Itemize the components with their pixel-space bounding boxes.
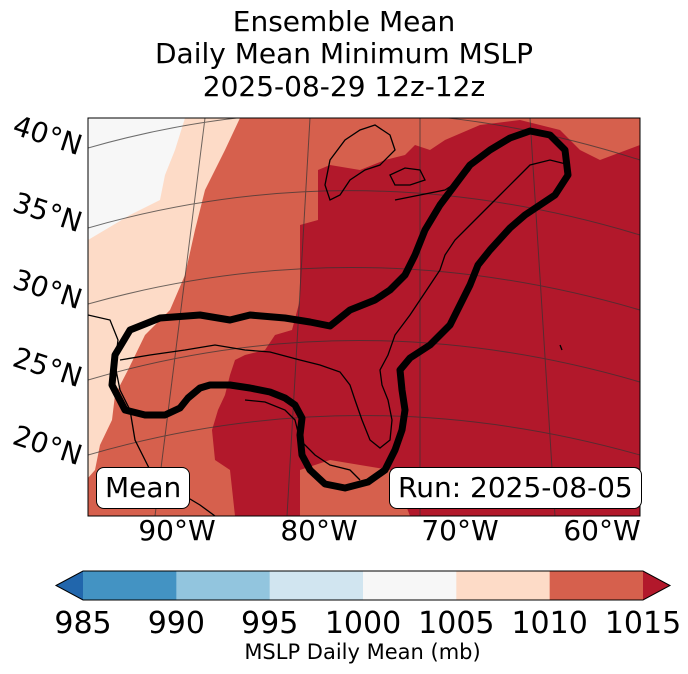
colorbar-tick-label: 1005 xyxy=(418,606,495,641)
colorbar-segment xyxy=(549,571,644,600)
region-1010-1015-north xyxy=(410,118,640,160)
title-line-3: 2025-08-29 12z-12z xyxy=(202,70,486,103)
mean-label-box: Mean xyxy=(96,467,191,509)
colorbar-segment xyxy=(456,571,551,600)
colorbar-segment xyxy=(363,571,457,600)
colorbar-tick-label: 995 xyxy=(241,606,299,641)
colorbar-extend-high xyxy=(643,571,670,600)
colorbar-outline xyxy=(54,570,672,601)
lon-label-60w: 60°W xyxy=(563,514,641,547)
lon-label-80w: 80°W xyxy=(280,514,358,547)
colorbar-tick-label: 985 xyxy=(54,606,112,641)
colorbar-title: MSLP Daily Mean (mb) xyxy=(244,640,481,664)
colorbar-tick-label: 990 xyxy=(147,606,205,641)
contour-1015 xyxy=(108,127,572,492)
colorbar-extend-low xyxy=(56,571,83,600)
run-label-box: Run: 2025-08-05 xyxy=(389,467,642,509)
lon-label-90w: 90°W xyxy=(138,514,216,547)
title-line-2: Daily Mean Minimum MSLP xyxy=(154,37,533,70)
colorbar-segment xyxy=(269,571,364,600)
lon-label-70w: 70°W xyxy=(421,514,499,547)
colorbar-tick-label: 1015 xyxy=(604,606,682,641)
title-line-1: Ensemble Mean xyxy=(232,5,456,38)
colorbar-segment xyxy=(176,571,271,600)
colorbar-tick-label: 1010 xyxy=(511,606,588,641)
colorbar xyxy=(54,570,672,601)
colorbar-tick-label: 1000 xyxy=(324,606,402,641)
colorbar-segment xyxy=(83,571,177,600)
region-1000-1005 xyxy=(88,118,185,240)
